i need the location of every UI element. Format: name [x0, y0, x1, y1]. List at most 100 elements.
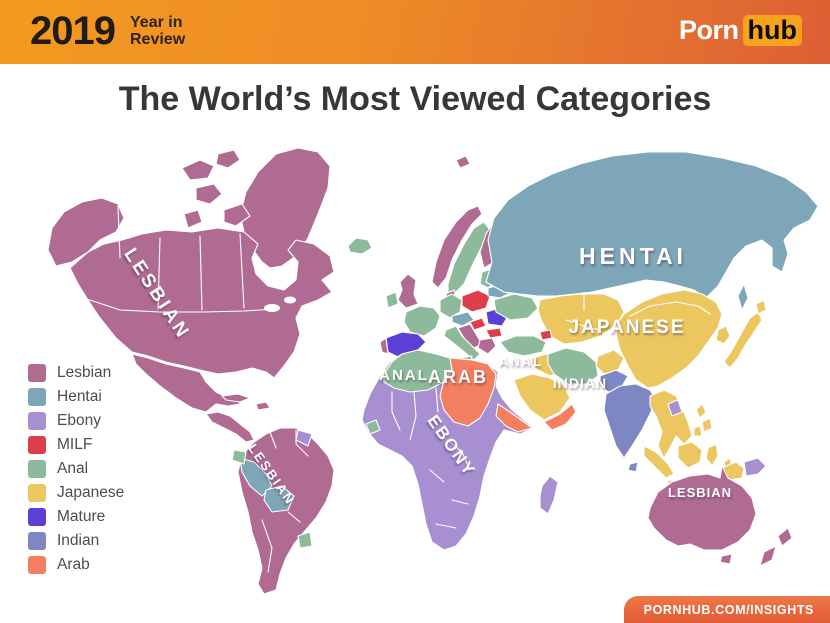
region-germany [439, 293, 463, 319]
legend-swatch-mature [28, 508, 46, 526]
region-philippines [695, 403, 707, 419]
region-japan [723, 311, 763, 369]
legend-item-hentai: Hentai [28, 385, 124, 409]
legend-label-anal: Anal [57, 460, 89, 477]
region-borneo [677, 441, 703, 469]
region-uk [397, 273, 419, 309]
region-guinea [365, 419, 381, 435]
region-sri-lanka [627, 461, 639, 473]
region-ukraine [493, 293, 539, 321]
legend-swatch-arab [28, 556, 46, 574]
map-label-arab: ARAB [428, 367, 488, 387]
region-sumatra [643, 445, 675, 479]
region-philippines [693, 425, 703, 437]
subtitle-text: Year in Review [130, 14, 185, 48]
region-portugal [379, 337, 389, 355]
legend-label-hentai: Hentai [57, 388, 102, 405]
region-arctic-islands [183, 209, 203, 229]
region-australia [647, 465, 757, 551]
legend-item-japanese: Japanese [28, 481, 124, 505]
map-label-lesbian: LESBIAN [668, 485, 732, 500]
region-hungary [469, 317, 487, 331]
year-text: 2019 [30, 9, 116, 53]
region-papua-new-guinea [743, 457, 767, 477]
region-italy [443, 325, 481, 361]
legend-label-mature: Mature [57, 508, 106, 525]
pornhub-logo: Porn hub [679, 15, 802, 46]
legend-item-lesbian: Lesbian [28, 361, 124, 385]
region-libya-egypt-sudan [439, 357, 497, 427]
map-label-japanese: JAPANESE [568, 317, 685, 338]
legend-swatch-anal [28, 460, 46, 478]
legend-label-japanese: Japanese [57, 484, 125, 501]
map-regions [47, 147, 819, 595]
region-central-america [205, 411, 255, 443]
legend-item-milf: MILF [28, 433, 124, 457]
region-norway [431, 205, 483, 289]
region-laos [667, 399, 683, 417]
region-india [603, 383, 657, 459]
region-arctic-islands [215, 149, 241, 169]
legend-item-mature: Mature [28, 505, 124, 529]
banner: 2019 Year in Review Porn hub [0, 0, 830, 64]
region-yemen-oman [543, 403, 577, 431]
region-alaska [47, 197, 125, 267]
logo-hub-badge: hub [742, 15, 802, 46]
map-label-hentai: HENTAI [579, 243, 687, 269]
map-label-anal: ANAL [499, 354, 543, 369]
region-philippines [701, 417, 713, 433]
legend-label-arab: Arab [57, 556, 90, 573]
region-uruguay [297, 531, 313, 549]
region-turkey [499, 335, 547, 357]
insights-tab: PORNHUB.COM/INSIGHTS [623, 596, 830, 623]
legend-item-arab: Arab [28, 553, 124, 577]
legend: Lesbian Hentai Ebony MILF Anal Japanese Mature… [28, 361, 124, 577]
region-bolivia [263, 485, 295, 513]
region-caucasus [539, 329, 553, 341]
page-title: The World’s Most Viewed Categories [118, 80, 712, 118]
region-guyanas [295, 429, 313, 447]
region-central-asia [537, 293, 625, 345]
region-iceland [347, 237, 373, 255]
region-new-zealand [759, 545, 777, 567]
map-label-anal: ANAL [379, 367, 429, 384]
region-bulgaria [485, 327, 503, 339]
legend-swatch-ebony [28, 412, 46, 430]
legend-item-indian: Indian [28, 529, 124, 553]
legend-label-lesbian: Lesbian [57, 364, 112, 381]
region-china-mongolia [615, 289, 723, 389]
region-poland [461, 289, 491, 313]
legend-label-indian: Indian [57, 532, 100, 549]
legend-swatch-indian [28, 532, 46, 550]
region-sakhalin [737, 283, 749, 311]
legend-label-milf: MILF [57, 436, 93, 453]
subtitle-line2: Review [130, 31, 186, 48]
region-somalia [495, 403, 533, 433]
region-arctic-islands [181, 159, 215, 181]
region-cuba [221, 393, 251, 403]
region-afghanistan [595, 349, 625, 375]
legend-swatch-lesbian [28, 364, 46, 382]
footer-link[interactable]: PORNHUB.COM/INSIGHTS [643, 602, 814, 617]
region-greenland [239, 147, 331, 269]
region-ecuador [231, 449, 247, 465]
region-arctic-islands [223, 203, 251, 227]
region-hokkaido [755, 299, 767, 315]
region-russia [485, 151, 819, 299]
legend-item-ebony: Ebony [28, 409, 124, 433]
region-svalbard [455, 155, 471, 169]
region-greece [477, 337, 497, 355]
region-iran [547, 347, 599, 385]
region-korea [715, 325, 731, 345]
legend-swatch-hentai [28, 388, 46, 406]
region-arctic-islands [195, 183, 223, 205]
map-label-indian: INDIAN [553, 375, 607, 391]
region-sulawesi [705, 443, 719, 467]
region-tasmania [719, 553, 733, 565]
region-france [403, 305, 441, 337]
legend-swatch-japanese [28, 484, 46, 502]
country-borders [83, 205, 711, 573]
region-hispaniola [255, 401, 271, 411]
